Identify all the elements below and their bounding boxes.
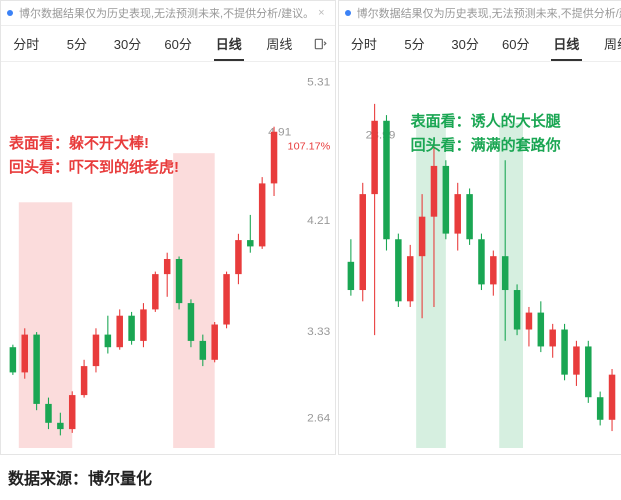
chart-annotation-right: 表面看：诱人的大长腿 回头看：满满的套路你 <box>411 110 561 158</box>
anno-prefix: 回头看： <box>411 137 471 154</box>
dual-chart-container: 博尔数据结果仅为历史表现,无法预测未来,不提供分析/建议。 × 分时5分30分6… <box>0 0 621 455</box>
anno-text: 躲不开大棒! <box>69 135 149 152</box>
left-panel: 博尔数据结果仅为历史表现,无法预测未来,不提供分析/建议。 × 分时5分30分6… <box>0 0 336 455</box>
timeframe-tabs: 分时5分30分60分日线周线 <box>339 26 621 62</box>
tab-日线[interactable]: 日线 <box>203 26 254 61</box>
tab-周线[interactable]: 周线 <box>592 26 621 61</box>
candlestick-chart-right: 24.2927.1329.9728.99 表面看：诱人的大长腿 回头看：满满的套… <box>339 62 621 454</box>
svg-text:5.31: 5.31 <box>307 77 330 89</box>
rotate-icon[interactable] <box>305 26 335 61</box>
anno-text: 满满的套路你 <box>471 137 561 154</box>
tab-60分[interactable]: 60分 <box>490 26 541 61</box>
timeframe-tabs: 分时5分30分60分日线周线 <box>1 26 335 62</box>
svg-text:28.99: 28.99 <box>365 130 395 142</box>
svg-text:107.17%: 107.17% <box>288 142 331 153</box>
anno-prefix: 回头看： <box>9 159 69 176</box>
anno-text: 诱人的大长腿 <box>471 113 561 130</box>
status-dot-icon <box>345 10 351 16</box>
tab-30分[interactable]: 30分 <box>440 26 491 61</box>
disclaimer-bar: 博尔数据结果仅为历史表现,无法预测未来,不提供分析/建议。 × <box>1 1 335 26</box>
anno-prefix: 表面看： <box>9 135 69 152</box>
disclaimer-text: 博尔数据结果仅为历史表现,无法预测未来,不提供分析/建议。 <box>357 5 621 21</box>
tab-分时[interactable]: 分时 <box>1 26 52 61</box>
chart-annotation-left: 表面看：躲不开大棒! 回头看：吓不到的纸老虎! <box>9 132 179 180</box>
footer-source: 数据来源：博尔量化 <box>0 455 621 495</box>
disclaimer-bar: 博尔数据结果仅为历史表现,无法预测未来,不提供分析/建议。 × <box>339 1 621 26</box>
disclaimer-text: 博尔数据结果仅为历史表现,无法预测未来,不提供分析/建议。 <box>19 5 314 21</box>
anno-text: 吓不到的纸老虎! <box>69 159 179 176</box>
tab-5分[interactable]: 5分 <box>389 26 440 61</box>
anno-prefix: 表面看： <box>411 113 471 130</box>
svg-text:3.33: 3.33 <box>307 326 330 338</box>
candlestick-chart-left: 2.643.334.215.314.91107.17% 表面看：躲不开大棒! 回… <box>1 62 335 454</box>
tab-60分[interactable]: 60分 <box>153 26 204 61</box>
tab-日线[interactable]: 日线 <box>541 26 592 61</box>
tab-30分[interactable]: 30分 <box>102 26 153 61</box>
status-dot-icon <box>7 10 13 16</box>
tab-分时[interactable]: 分时 <box>339 26 390 61</box>
svg-text:4.21: 4.21 <box>307 215 330 227</box>
close-icon[interactable]: × <box>314 7 328 19</box>
tab-5分[interactable]: 5分 <box>52 26 103 61</box>
tab-周线[interactable]: 周线 <box>254 26 305 61</box>
svg-text:2.64: 2.64 <box>307 413 331 425</box>
right-panel: 博尔数据结果仅为历史表现,无法预测未来,不提供分析/建议。 × 分时5分30分6… <box>338 0 621 455</box>
